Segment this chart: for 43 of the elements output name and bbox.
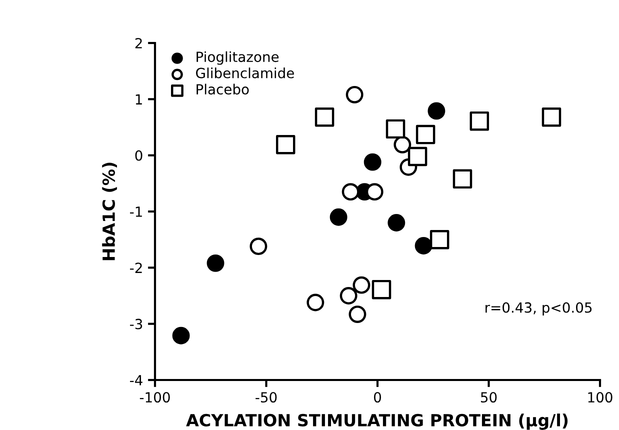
x-tick-label: -100 xyxy=(140,392,170,403)
x-tick-label: 0 xyxy=(374,392,381,403)
point xyxy=(250,238,268,256)
point xyxy=(330,208,348,226)
y-tick-label: -2 xyxy=(130,262,142,273)
point xyxy=(414,237,432,254)
y-tick-label: 2 xyxy=(135,38,142,48)
y-tick-label: -4 xyxy=(130,375,142,386)
point xyxy=(394,136,412,154)
point xyxy=(340,287,358,304)
legend-label: Placebo xyxy=(196,84,249,95)
point xyxy=(352,276,370,294)
point xyxy=(364,153,382,171)
point xyxy=(172,326,190,344)
point xyxy=(342,183,360,201)
point xyxy=(348,306,366,323)
point xyxy=(314,108,334,127)
point xyxy=(306,294,324,312)
x-tick-label: -50 xyxy=(256,392,277,403)
point xyxy=(386,119,406,139)
y-tick-label: -1 xyxy=(130,206,142,217)
point xyxy=(416,124,436,144)
legend-label: Glibenclamide xyxy=(196,68,294,78)
y-tick-label: 0 xyxy=(135,150,142,161)
legend-label: Pioglitazone xyxy=(196,51,279,65)
x-tick-label: 50 xyxy=(480,392,497,403)
point xyxy=(470,111,490,131)
point xyxy=(372,280,392,300)
point xyxy=(452,169,472,189)
point xyxy=(388,214,406,232)
point xyxy=(206,254,224,272)
x-axis-title: ACYLATION STIMULATING PROTEIN (μg/l) xyxy=(186,414,568,430)
y-tick-label: 1 xyxy=(136,94,142,104)
point xyxy=(542,108,562,127)
point xyxy=(346,86,364,104)
y-axis-title: HbA1C (%) xyxy=(102,162,117,260)
point xyxy=(276,135,296,154)
annotation: r=0.43, p<0.05 xyxy=(486,302,592,316)
point xyxy=(430,230,450,250)
y-tick-label: -3 xyxy=(130,318,142,330)
x-tick-label: 100 xyxy=(588,392,612,403)
point xyxy=(428,102,446,120)
point xyxy=(408,146,428,166)
